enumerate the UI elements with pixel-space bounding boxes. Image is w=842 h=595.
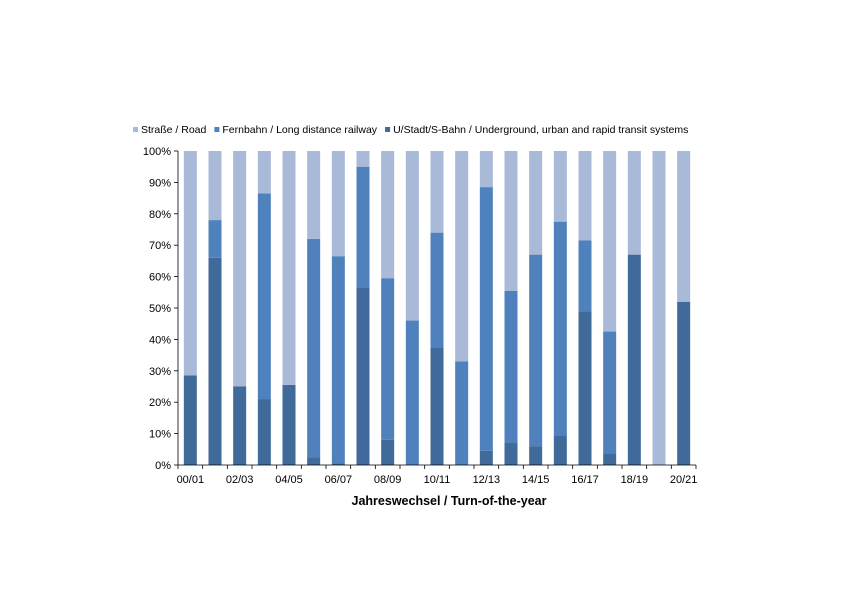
bar-07-08-series-0 xyxy=(356,287,370,465)
bar-20-21-series-0 xyxy=(677,301,691,465)
y-axis-ticks: 0% 10% 20% 30% 40% 50% 60% 70% 80% 90% 100% xyxy=(143,146,178,472)
y-tick-label: 40% xyxy=(149,334,171,346)
bar-12-13-series-1 xyxy=(479,187,493,451)
bar-19-20-series-2 xyxy=(652,151,666,465)
y-tick-label: 100% xyxy=(143,146,171,158)
bar-16-17-series-0 xyxy=(578,311,592,465)
bar-06-07-series-1 xyxy=(331,256,345,464)
x-tick-label: 18/19 xyxy=(621,474,649,486)
bar-05-06-series-2 xyxy=(307,151,321,239)
bar-17-18-series-2 xyxy=(603,151,617,332)
y-tick-label: 20% xyxy=(149,397,171,409)
bar-07-08-series-1 xyxy=(356,166,370,288)
x-tick-label: 12/13 xyxy=(473,474,501,486)
bar-11-12-series-1 xyxy=(455,361,469,465)
bar-05-06-series-0 xyxy=(307,457,321,465)
bar-10-11-series-0 xyxy=(430,347,444,465)
y-tick-label: 30% xyxy=(149,366,171,378)
bar-06-07-series-2 xyxy=(331,151,345,257)
bar-02-03-series-2 xyxy=(233,151,247,387)
bar-08-09-series-2 xyxy=(381,151,395,279)
bar-16-17-series-1 xyxy=(578,240,592,312)
bar-14-15-series-0 xyxy=(529,446,543,465)
bar-15-16-series-0 xyxy=(553,435,567,465)
bar-03-04-series-1 xyxy=(257,193,271,400)
y-tick-label: 80% xyxy=(149,209,171,221)
bars-area xyxy=(183,151,691,465)
y-tick-label: 90% xyxy=(149,177,171,189)
bar-18-19-series-2 xyxy=(627,151,641,255)
y-tick-label: 0% xyxy=(155,460,171,472)
legend-swatch xyxy=(214,127,220,132)
y-tick-label: 60% xyxy=(149,272,171,284)
bar-06-07-series-0 xyxy=(331,463,345,465)
x-axis-ticks: 00/01 02/03 04/05 06/07 08/09 10/11 12/13 14/15… xyxy=(177,465,698,486)
bar-01-02-series-1 xyxy=(208,220,222,258)
legend-entry: Fernbahn / Long distance railway xyxy=(222,124,377,136)
y-tick-label: 70% xyxy=(149,240,171,252)
bar-08-09-series-1 xyxy=(381,278,395,440)
x-tick-label: 08/09 xyxy=(374,474,402,486)
bar-08-09-series-0 xyxy=(381,439,395,465)
legend-swatch xyxy=(385,127,391,132)
bar-10-11-series-2 xyxy=(430,151,444,233)
bar-05-06-series-1 xyxy=(307,238,321,458)
bar-12-13-series-0 xyxy=(479,450,493,465)
bar-02-03-series-0 xyxy=(233,386,247,465)
bar-03-04-series-0 xyxy=(257,399,271,465)
x-tick-label: 14/15 xyxy=(522,474,550,486)
bar-10-11-series-1 xyxy=(430,232,444,348)
bar-04-05-series-0 xyxy=(282,384,296,465)
bar-04-05-series-2 xyxy=(282,151,296,385)
x-tick-label: 06/07 xyxy=(325,474,353,486)
x-axis-label: Jahreswechsel / Turn-of-the-year xyxy=(352,494,547,508)
axes xyxy=(177,151,696,466)
bar-16-17-series-2 xyxy=(578,151,592,241)
bar-00-01-series-2 xyxy=(183,151,197,376)
bar-09-10-series-2 xyxy=(405,151,419,321)
bar-13-14-series-1 xyxy=(504,290,518,444)
x-tick-label: 16/17 xyxy=(571,474,599,486)
bar-03-04-series-2 xyxy=(257,151,271,194)
bar-01-02-series-0 xyxy=(208,257,222,465)
bar-17-18-series-1 xyxy=(603,331,617,455)
bar-20-21-series-2 xyxy=(677,151,691,302)
legend-entry: Straße / Road xyxy=(141,124,207,136)
y-tick-label: 10% xyxy=(149,429,171,441)
x-tick-label: 00/01 xyxy=(177,474,205,486)
bar-13-14-series-2 xyxy=(504,151,518,291)
bar-07-08-series-2 xyxy=(356,151,370,167)
bar-13-14-series-0 xyxy=(504,443,518,465)
x-tick-label: 10/11 xyxy=(424,474,451,486)
bar-09-10-series-1 xyxy=(405,320,419,465)
y-tick-label: 50% xyxy=(149,303,171,315)
bar-12-13-series-2 xyxy=(479,151,493,188)
bar-11-12-series-2 xyxy=(455,151,469,362)
legend-entry: U/Stadt/S-Bahn / Underground, urban and … xyxy=(393,124,688,136)
legend-swatch xyxy=(133,127,138,132)
x-tick-label: 04/05 xyxy=(275,474,303,486)
bar-14-15-series-1 xyxy=(529,254,543,447)
bar-01-02-series-2 xyxy=(208,151,222,221)
bar-15-16-series-2 xyxy=(553,151,567,222)
bar-17-18-series-0 xyxy=(603,454,617,465)
bar-18-19-series-0 xyxy=(627,254,641,465)
x-tick-label: 02/03 xyxy=(226,474,254,486)
x-tick-label: 20/21 xyxy=(670,474,698,486)
bar-15-16-series-1 xyxy=(553,221,567,436)
bar-00-01-series-0 xyxy=(183,375,197,465)
bar-14-15-series-2 xyxy=(529,151,543,255)
chart-legend: Straße / Road Fernbahn / Long distance ra… xyxy=(133,124,688,136)
